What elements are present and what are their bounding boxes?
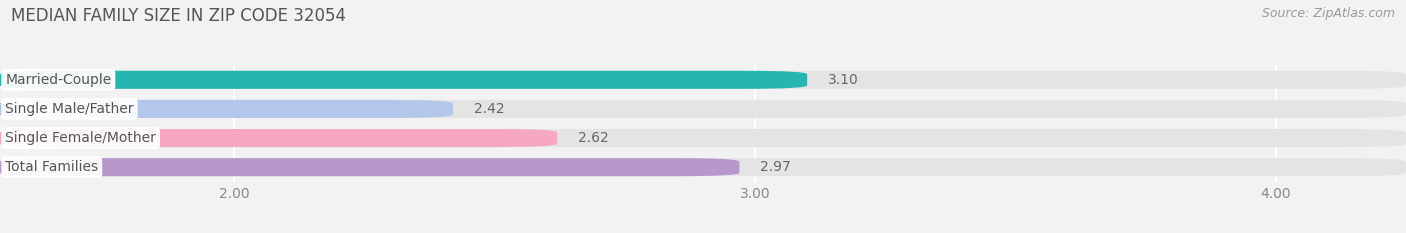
FancyBboxPatch shape (0, 129, 1406, 147)
FancyBboxPatch shape (0, 158, 740, 176)
Text: Married-Couple: Married-Couple (6, 73, 111, 87)
Text: 2.62: 2.62 (578, 131, 609, 145)
Text: 3.10: 3.10 (828, 73, 859, 87)
FancyBboxPatch shape (0, 129, 557, 147)
Text: Single Male/Father: Single Male/Father (6, 102, 134, 116)
Text: Source: ZipAtlas.com: Source: ZipAtlas.com (1261, 7, 1395, 20)
Text: 2.97: 2.97 (761, 160, 792, 174)
FancyBboxPatch shape (0, 100, 453, 118)
FancyBboxPatch shape (0, 71, 1406, 89)
Text: 2.42: 2.42 (474, 102, 505, 116)
Text: Single Female/Mother: Single Female/Mother (6, 131, 156, 145)
FancyBboxPatch shape (0, 100, 1406, 118)
FancyBboxPatch shape (0, 71, 807, 89)
Text: Total Families: Total Families (6, 160, 98, 174)
FancyBboxPatch shape (0, 158, 1406, 176)
Text: MEDIAN FAMILY SIZE IN ZIP CODE 32054: MEDIAN FAMILY SIZE IN ZIP CODE 32054 (11, 7, 346, 25)
